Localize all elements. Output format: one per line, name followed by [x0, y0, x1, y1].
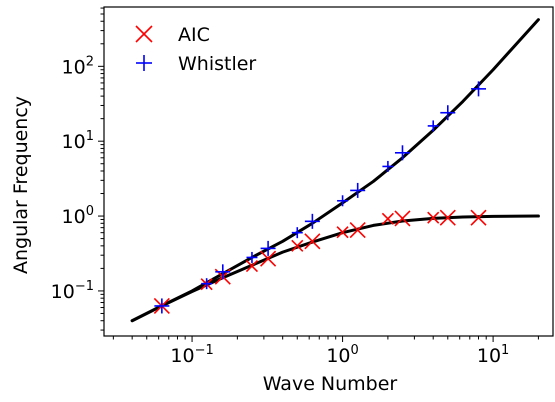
whistler-point	[246, 251, 258, 263]
aic-point	[381, 212, 394, 225]
legend-aic-marker	[135, 25, 153, 43]
aic-point	[336, 226, 349, 239]
y-tick-label: 102	[62, 54, 94, 78]
aic-point	[439, 209, 456, 226]
aic-point	[291, 239, 304, 252]
plot-frame	[103, 6, 554, 337]
x-tick-label: 100	[326, 343, 358, 367]
y-tick-label: 10−1	[51, 279, 94, 303]
model-curve-1	[130, 214, 540, 323]
whistler-point	[154, 298, 170, 314]
aic-point	[394, 210, 411, 227]
whistler-point	[304, 213, 320, 229]
aic-point	[245, 259, 259, 273]
aic-point	[470, 209, 487, 226]
whistler-point	[394, 145, 410, 161]
legend-whistler-label: Whistler	[178, 53, 256, 75]
aic-point	[260, 250, 277, 267]
aic-point	[349, 221, 366, 239]
whistler-point	[440, 105, 456, 121]
whistler-point	[337, 195, 349, 207]
model-curve-2	[130, 18, 540, 323]
whistler-point	[471, 81, 487, 97]
legend-aic-label: AIC	[178, 24, 210, 46]
whistler-point	[350, 182, 366, 198]
y-tick-label: 100	[62, 204, 94, 228]
whistler-point	[382, 160, 394, 172]
y-tick-label: 101	[62, 129, 94, 153]
whistler-point	[260, 240, 276, 256]
whistler-point	[427, 120, 439, 132]
axes: 10−1 100 101 10−1 100 101 102	[51, 6, 554, 367]
legend: AIC Whistler	[135, 24, 256, 75]
data-points	[153, 81, 487, 315]
x-axis-label: Wave Number	[263, 373, 398, 395]
aic-point	[427, 211, 440, 224]
x-tick-label: 101	[477, 343, 509, 367]
aic-point	[304, 233, 321, 250]
whistler-point	[291, 227, 303, 239]
y-axis-label: Angular Frequency	[10, 96, 32, 274]
model-curves	[130, 18, 540, 323]
x-tick-label: 10−1	[170, 343, 213, 367]
legend-whistler-marker	[136, 55, 152, 71]
whistler-point	[201, 278, 213, 290]
whistler-point	[215, 264, 231, 280]
